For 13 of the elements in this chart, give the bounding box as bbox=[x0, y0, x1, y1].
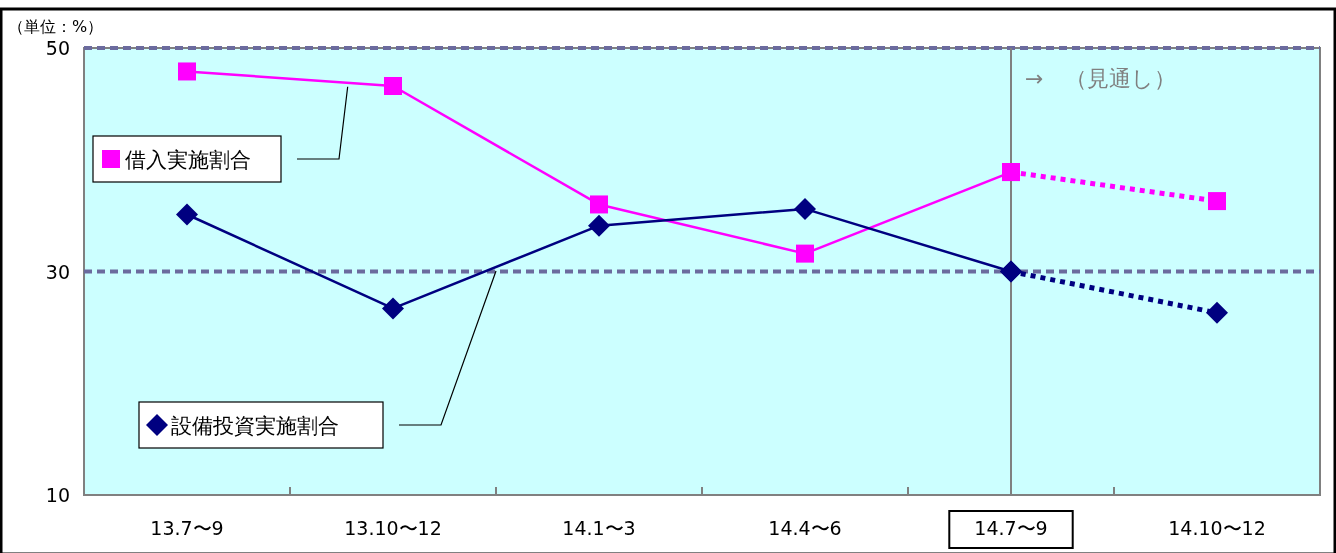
legend-label: 借入実施割合 bbox=[125, 148, 251, 172]
x-tick-label: 14.1〜3 bbox=[562, 517, 636, 539]
ref-line-label: → （見通し） bbox=[1025, 66, 1177, 91]
y-tick-label: 50 bbox=[45, 37, 70, 59]
text: （単位：%） bbox=[8, 17, 104, 36]
x-tick-label: 14.4〜6 bbox=[768, 517, 842, 539]
x-tick-label: 14.10〜12 bbox=[1168, 517, 1266, 539]
x-tick-label: 13.10〜12 bbox=[344, 517, 442, 539]
x-tick-label: 14.7〜9 bbox=[974, 517, 1048, 539]
legend-label: 設備投資実施割合 bbox=[171, 414, 339, 438]
y-tick-label: 10 bbox=[45, 484, 70, 506]
y-tick-label: 30 bbox=[45, 260, 70, 283]
x-tick-label: 13.7〜9 bbox=[150, 517, 224, 539]
